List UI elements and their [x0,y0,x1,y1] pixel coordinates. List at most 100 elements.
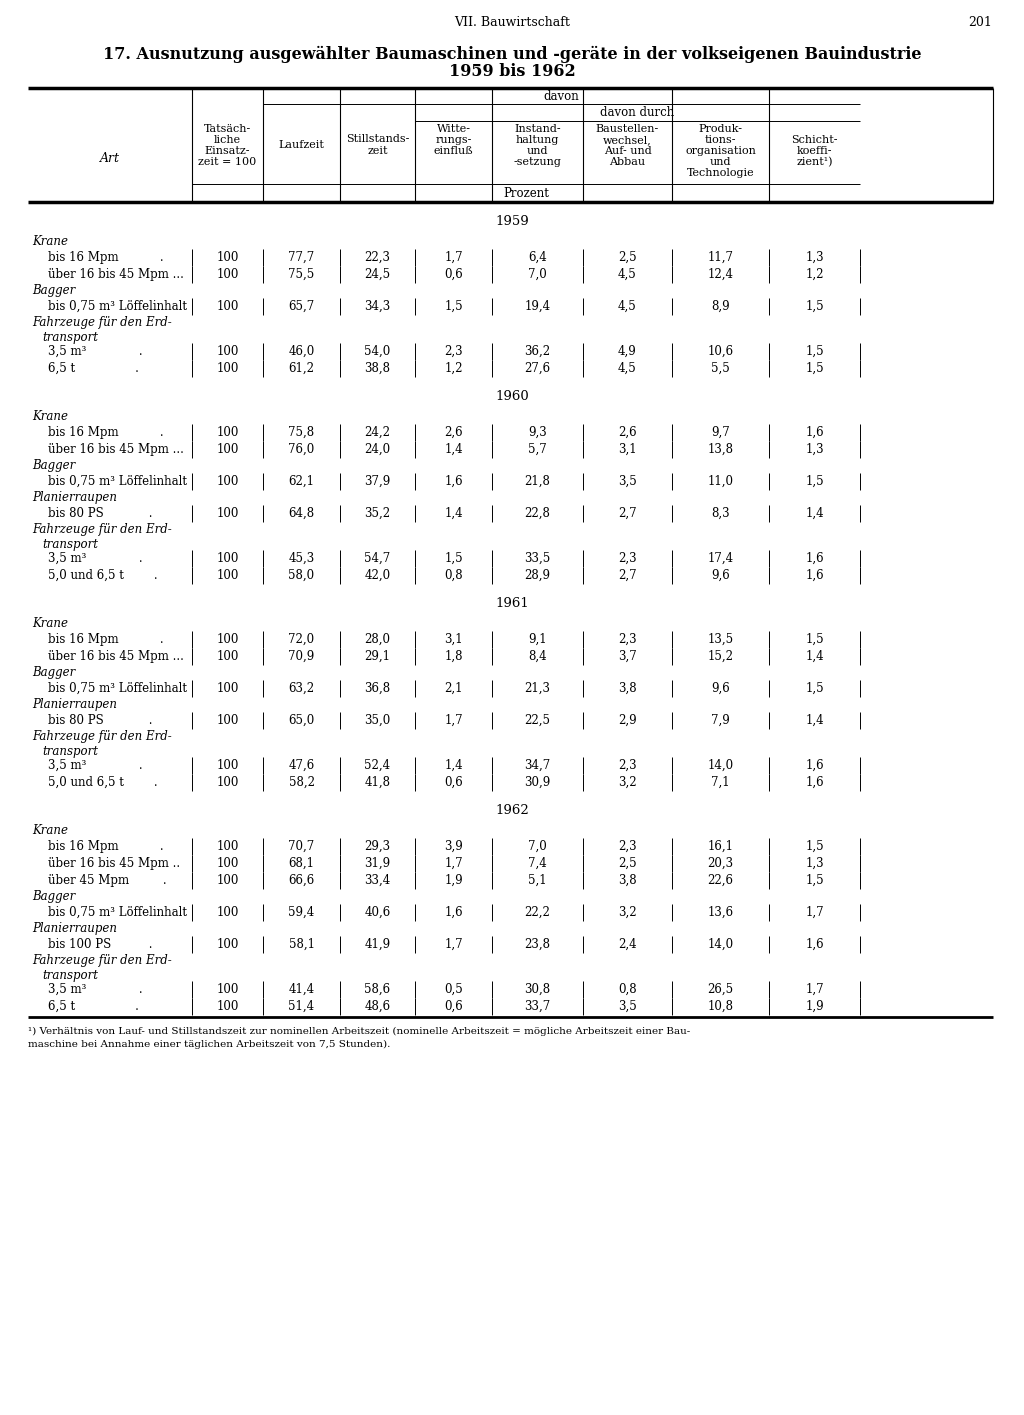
Text: 1,6: 1,6 [805,775,824,790]
Text: 72,0: 72,0 [289,633,314,647]
Text: 41,8: 41,8 [365,775,390,790]
Text: zeit = 100: zeit = 100 [199,157,257,167]
Text: 11,0: 11,0 [708,475,733,488]
Text: bis 16 Mpm           .: bis 16 Mpm . [48,841,164,853]
Text: 2,3: 2,3 [618,758,637,773]
Text: 70,9: 70,9 [289,649,314,664]
Text: 2,5: 2,5 [618,250,637,265]
Text: Fahrzeuge für den Erd-: Fahrzeuge für den Erd- [32,730,172,743]
Text: 51,4: 51,4 [289,1000,314,1013]
Text: 1,9: 1,9 [444,874,463,887]
Text: über 45 Mpm         .: über 45 Mpm . [48,874,167,887]
Text: 41,9: 41,9 [365,938,390,951]
Text: 37,9: 37,9 [365,475,390,488]
Text: Stillstands-: Stillstands- [346,134,410,144]
Text: 100: 100 [216,715,239,727]
Text: 30,9: 30,9 [524,775,551,790]
Text: bis 16 Mpm           .: bis 16 Mpm . [48,426,164,439]
Text: 201: 201 [968,16,992,28]
Text: 1,5: 1,5 [805,475,824,488]
Text: 7,1: 7,1 [712,775,730,790]
Text: 1,7: 1,7 [444,715,463,727]
Text: Bagger: Bagger [32,284,75,297]
Text: 5,5: 5,5 [711,362,730,375]
Text: 100: 100 [216,426,239,439]
Text: 68,1: 68,1 [289,857,314,870]
Text: 4,9: 4,9 [618,345,637,358]
Text: Fahrzeuge für den Erd-: Fahrzeuge für den Erd- [32,954,172,966]
Text: 29,3: 29,3 [365,841,390,853]
Text: 2,6: 2,6 [444,426,463,439]
Text: 66,6: 66,6 [289,874,314,887]
Text: 6,5 t                .: 6,5 t . [48,362,139,375]
Text: bis 0,75 m³ Löffelinhalt: bis 0,75 m³ Löffelinhalt [48,906,187,918]
Text: 3,8: 3,8 [618,682,637,695]
Text: Prozent: Prozent [503,187,549,200]
Text: 1,7: 1,7 [444,250,463,265]
Text: 54,0: 54,0 [365,345,390,358]
Text: transport: transport [42,969,98,982]
Text: und: und [710,157,731,167]
Text: 28,0: 28,0 [365,633,390,647]
Text: Einsatz-: Einsatz- [205,146,250,156]
Text: 100: 100 [216,874,239,887]
Text: 58,2: 58,2 [289,775,314,790]
Text: 33,4: 33,4 [365,874,390,887]
Text: 1,3: 1,3 [805,857,824,870]
Text: 6,5 t                .: 6,5 t . [48,1000,139,1013]
Text: 100: 100 [216,1000,239,1013]
Text: 6,4: 6,4 [528,250,547,265]
Text: 1,6: 1,6 [805,938,824,951]
Text: zeit: zeit [368,146,388,156]
Text: 5,0 und 6,5 t        .: 5,0 und 6,5 t . [48,775,158,790]
Text: 3,2: 3,2 [618,775,637,790]
Text: 1,6: 1,6 [444,475,463,488]
Text: 20,3: 20,3 [708,857,733,870]
Text: 1,6: 1,6 [805,758,824,773]
Text: davon durch: davon durch [600,106,675,119]
Text: 100: 100 [216,507,239,519]
Text: 46,0: 46,0 [289,345,314,358]
Text: 14,0: 14,0 [708,938,733,951]
Text: 1,5: 1,5 [805,300,824,313]
Text: 1,7: 1,7 [805,906,824,918]
Text: 12,4: 12,4 [708,267,733,282]
Text: 31,9: 31,9 [365,857,390,870]
Text: 58,6: 58,6 [365,983,390,996]
Text: 1,5: 1,5 [805,633,824,647]
Text: 2,1: 2,1 [444,682,463,695]
Text: 34,7: 34,7 [524,758,551,773]
Text: 100: 100 [216,649,239,664]
Text: 1,3: 1,3 [805,250,824,265]
Text: 100: 100 [216,267,239,282]
Text: 65,0: 65,0 [289,715,314,727]
Text: 23,8: 23,8 [524,938,551,951]
Text: 7,4: 7,4 [528,857,547,870]
Text: 3,9: 3,9 [444,841,463,853]
Text: 26,5: 26,5 [708,983,733,996]
Text: 17,4: 17,4 [708,552,733,565]
Text: 13,8: 13,8 [708,443,733,456]
Text: tions-: tions- [705,134,736,144]
Text: 1,6: 1,6 [805,426,824,439]
Text: 76,0: 76,0 [289,443,314,456]
Text: Fahrzeuge für den Erd-: Fahrzeuge für den Erd- [32,316,172,330]
Text: 54,7: 54,7 [365,552,390,565]
Text: 7,9: 7,9 [711,715,730,727]
Text: 2,7: 2,7 [618,507,637,519]
Text: 28,9: 28,9 [524,569,551,582]
Text: VII. Bauwirtschaft: VII. Bauwirtschaft [454,16,570,28]
Text: 17. Ausnutzung ausgewählter Baumaschinen und -geräte in der volkseigenen Bauindu: 17. Ausnutzung ausgewählter Baumaschinen… [102,47,922,64]
Text: 3,2: 3,2 [618,906,637,918]
Text: 22,8: 22,8 [524,507,551,519]
Text: 48,6: 48,6 [365,1000,390,1013]
Text: 3,1: 3,1 [618,443,637,456]
Text: 1,6: 1,6 [444,906,463,918]
Text: 1,7: 1,7 [444,938,463,951]
Text: 64,8: 64,8 [289,507,314,519]
Text: -setzung: -setzung [514,157,561,167]
Text: einfluß: einfluß [434,146,473,156]
Text: 100: 100 [216,906,239,918]
Text: transport: transport [42,331,98,344]
Text: 62,1: 62,1 [289,475,314,488]
